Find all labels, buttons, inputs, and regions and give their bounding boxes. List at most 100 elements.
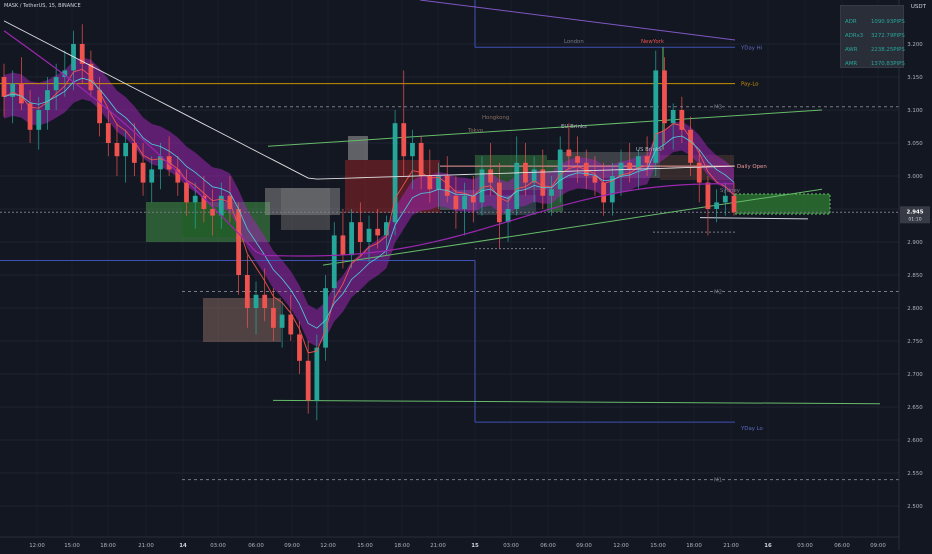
session-label: NewYork	[641, 39, 665, 45]
session-label: Sydney	[720, 188, 741, 194]
candle-body	[62, 70, 68, 77]
stat-awr: AWR 2238.25PIPS	[845, 47, 905, 53]
candle-body	[218, 195, 224, 216]
x-tick-label: 12:00	[320, 543, 336, 549]
candle-body	[540, 169, 546, 196]
trend-lower	[322, 188, 823, 266]
x-tick-label: 09:00	[870, 543, 886, 549]
candle-body	[131, 143, 137, 163]
level-label: Daily Open	[737, 164, 767, 170]
level-label: M2	[714, 290, 722, 296]
candle-body	[236, 209, 242, 275]
candle-body	[418, 143, 424, 176]
candle-body	[210, 209, 215, 216]
candle-body	[244, 275, 250, 308]
x-tick-label: 03:00	[210, 543, 226, 549]
y-tick-label: 3.000	[907, 174, 923, 180]
candle-body	[462, 195, 467, 209]
candle-body	[123, 143, 129, 157]
session-label: Hongkong	[482, 115, 509, 121]
x-tick-label: 18:00	[686, 543, 702, 549]
candle-body	[479, 169, 485, 203]
candle-body	[627, 162, 633, 170]
x-tick-label: 06:00	[248, 543, 264, 549]
x-tick-label: 21:00	[723, 543, 739, 549]
candle-body	[531, 169, 537, 183]
stat-value: 1370.83PIPS	[871, 61, 905, 67]
x-tick-label: 12:00	[29, 543, 45, 549]
candle-body	[366, 228, 372, 242]
y-tick-label: 2.850	[907, 273, 923, 279]
candle-body	[722, 195, 728, 203]
x-tick-label: 16	[764, 543, 772, 549]
level-label: YDay Hi	[740, 45, 762, 51]
y-tick-label: 2.650	[907, 405, 923, 411]
level-label: M3	[714, 105, 722, 111]
candle-body	[401, 123, 407, 157]
current-price-label: 2.945	[906, 209, 923, 215]
candle-body	[392, 123, 398, 223]
y-tick-label: 3.100	[907, 108, 923, 114]
candle-body	[436, 176, 441, 190]
stat-adrx3: ADRx3 3272.79PIPS	[845, 33, 905, 39]
candle-body	[1, 77, 7, 97]
candle-body	[609, 176, 615, 203]
candle-body	[514, 162, 520, 209]
candle-body	[688, 129, 693, 163]
y-tick-label: 2.600	[907, 438, 923, 444]
candle-body	[505, 209, 511, 223]
candle-body	[696, 162, 702, 183]
candle-body	[662, 70, 667, 124]
candle-body	[149, 169, 155, 183]
y-tick-label: 2.750	[907, 339, 923, 345]
candle-body	[331, 235, 337, 289]
y-tick-label: 2.550	[907, 471, 923, 477]
y-tick-label: 2.500	[907, 504, 923, 510]
levels	[0, 0, 899, 481]
level-label: Pay-Lo	[741, 82, 759, 88]
candle-body	[488, 169, 494, 183]
support-line	[272, 399, 881, 405]
candle-body	[410, 143, 415, 157]
purple-band	[4, 57, 734, 347]
stat-value: 2238.25PIPS	[871, 47, 905, 53]
candle-body	[575, 156, 580, 163]
candle-body	[557, 149, 563, 190]
session-box	[348, 136, 368, 160]
stats-panel: ADR 1090.93PIPS ADRx3 3272.79PIPS AWR 2238.…	[840, 5, 905, 68]
candle-body	[158, 156, 163, 170]
candle-body	[314, 347, 320, 401]
candle-body	[10, 83, 16, 97]
x-tick-label: 09:00	[576, 543, 592, 549]
candle-body	[357, 222, 363, 242]
candle-body	[601, 182, 607, 203]
x-tick-label: 18:00	[100, 543, 116, 549]
candle-body	[549, 189, 554, 196]
candle-body	[45, 90, 50, 110]
candle-body	[470, 195, 476, 203]
x-tick-label: 12:00	[613, 543, 629, 549]
y-axis: 3.2003.1503.1003.0503.0002.9502.9002.850…	[898, 0, 930, 550]
trendlines	[267, 47, 881, 405]
candle-body	[175, 169, 181, 183]
y-tick-label: 3.200	[907, 42, 923, 48]
session-label: EU Brinks	[561, 124, 587, 130]
candle-body	[271, 308, 276, 328]
candle-body	[323, 288, 328, 348]
stat-value: 1090.93PIPS	[871, 19, 905, 25]
candle-body	[140, 162, 146, 183]
candle-body	[53, 77, 59, 91]
y-tick-label: 2.900	[907, 240, 923, 246]
candle-body	[36, 110, 42, 130]
candle-body	[375, 228, 381, 236]
candle-body	[201, 195, 207, 209]
trend-upper	[267, 109, 823, 147]
candle-body	[340, 235, 346, 256]
candle-body	[496, 182, 502, 223]
candle-body	[262, 294, 268, 308]
candle-body	[679, 110, 685, 130]
candle-body	[114, 143, 120, 157]
x-tick-label: 09:00	[284, 543, 300, 549]
